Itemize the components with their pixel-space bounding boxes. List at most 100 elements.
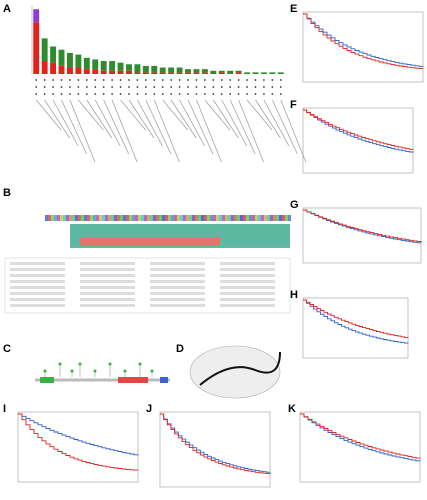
- rotated-label: [221, 99, 248, 147]
- matrix-dot: [52, 86, 54, 88]
- rotated-label: [128, 99, 155, 139]
- matrix-dot: [102, 86, 105, 88]
- matrix-dot: [60, 93, 63, 95]
- legend-swatch: [150, 280, 205, 283]
- rotated-label: [162, 99, 188, 131]
- annotation-cell: [186, 215, 189, 221]
- matrix-dot: [128, 79, 130, 81]
- matrix-dot: [35, 93, 38, 95]
- lollipop-head: [108, 362, 112, 366]
- panel-label: C: [3, 343, 11, 355]
- legend-swatch: [80, 274, 135, 277]
- annotation-cell: [273, 215, 276, 221]
- annotation-cell: [141, 215, 144, 221]
- annotation-cell: [192, 215, 195, 221]
- rotated-label: [94, 99, 121, 147]
- matrix-dot: [246, 86, 248, 88]
- legend-swatch: [10, 304, 65, 307]
- panel-label: F: [290, 99, 297, 111]
- legend-swatch: [150, 262, 205, 265]
- km-curve: [18, 413, 139, 471]
- annotation-cell: [129, 215, 132, 221]
- matrix-dot: [94, 79, 97, 81]
- bar: [227, 70, 234, 74]
- matrix-dot: [111, 86, 114, 88]
- matrix-dot: [279, 93, 282, 95]
- matrix-dot: [144, 79, 147, 81]
- bar: [50, 46, 57, 63]
- km-curve: [303, 13, 424, 70]
- km-curve: [300, 413, 421, 459]
- matrix-dot: [246, 79, 248, 81]
- bar: [75, 54, 82, 68]
- annotation-cell: [168, 215, 171, 221]
- matrix-dot: [35, 79, 38, 81]
- annotation-cell: [138, 215, 141, 221]
- legend-swatch: [10, 280, 65, 283]
- annotation-cell: [246, 215, 249, 221]
- annotation-cell: [120, 215, 123, 221]
- annotation-cell: [228, 215, 231, 221]
- annotation-cell: [264, 215, 267, 221]
- rotated-label: [179, 99, 205, 147]
- annotation-cell: [252, 215, 255, 221]
- matrix-dot: [144, 86, 147, 88]
- bar: [134, 72, 141, 74]
- rotated-label: [246, 99, 273, 131]
- matrix-dot: [279, 79, 282, 81]
- matrix-dot: [254, 79, 257, 81]
- matrix-dot: [60, 86, 63, 88]
- matrix-dot: [195, 79, 198, 81]
- bar: [151, 65, 158, 73]
- bar: [168, 72, 175, 74]
- annotation-cell: [126, 215, 129, 221]
- annotation-cell: [189, 215, 192, 221]
- bar: [134, 64, 141, 73]
- annotation-cell: [132, 215, 135, 221]
- annotation-cell: [123, 215, 126, 221]
- lollipop-head: [43, 369, 47, 373]
- annotation-cell: [177, 215, 180, 221]
- annotation-cell: [72, 215, 75, 221]
- rotated-label: [35, 99, 62, 131]
- rotated-label: [255, 99, 281, 139]
- matrix-dot: [43, 86, 46, 88]
- annotation-cell: [195, 215, 198, 221]
- panel-label: K: [288, 403, 296, 415]
- annotation-cell: [180, 215, 183, 221]
- annotation-cell: [231, 215, 234, 221]
- rotated-label: [213, 99, 239, 139]
- bar: [244, 72, 251, 74]
- matrix-dot: [170, 79, 173, 81]
- bar: [185, 69, 191, 73]
- rotated-label: [137, 99, 163, 147]
- annotation-cell: [117, 215, 120, 221]
- matrix-dot: [77, 79, 80, 81]
- annotation-cell: [156, 215, 159, 221]
- lollipop-head: [93, 369, 97, 373]
- matrix-dot: [77, 93, 80, 95]
- km-plot: [302, 107, 414, 174]
- annotation-cell: [285, 215, 288, 221]
- matrix-dot: [94, 86, 97, 88]
- matrix-dot: [60, 79, 63, 81]
- annotation-cell: [153, 215, 156, 221]
- matrix-dot: [94, 93, 97, 95]
- matrix-dot: [153, 86, 156, 88]
- annotation-cell: [249, 215, 252, 221]
- matrix-dot: [144, 93, 147, 95]
- bar: [92, 69, 99, 74]
- annotation-cell: [48, 215, 51, 221]
- bar: [58, 49, 65, 66]
- matrix-dot: [212, 86, 215, 88]
- panel-label: I: [3, 403, 6, 415]
- matrix-dot: [52, 93, 54, 95]
- bar: [142, 65, 149, 73]
- bar: [50, 62, 57, 74]
- rotated-label: [153, 99, 180, 163]
- matrix-dot: [203, 93, 206, 95]
- bar: [33, 9, 40, 23]
- km-plot: [159, 411, 271, 488]
- annotation-cell: [135, 215, 138, 221]
